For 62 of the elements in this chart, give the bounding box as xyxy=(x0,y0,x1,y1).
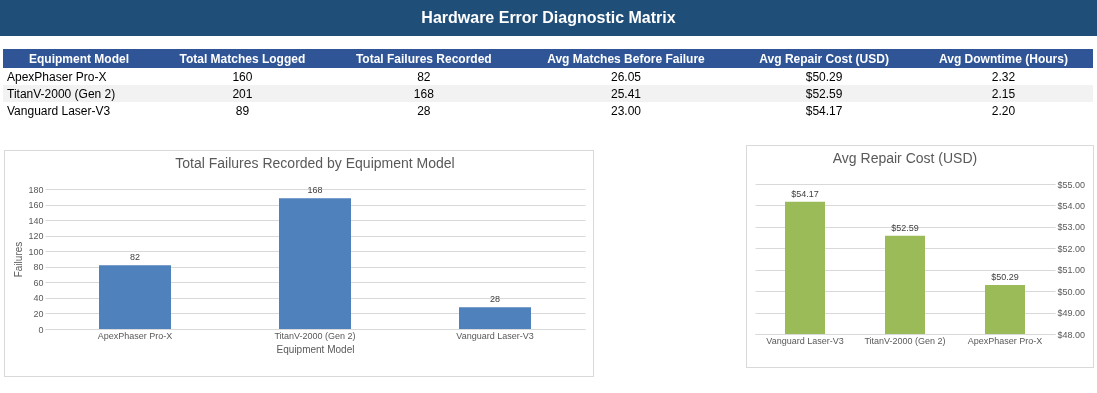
x-axis-title: Equipment Model xyxy=(276,343,355,355)
data-label: 168 xyxy=(307,185,323,196)
text: 26.05 xyxy=(610,68,642,85)
bar xyxy=(279,198,351,329)
y2-tick-label: $52.00 xyxy=(1057,243,1086,254)
chart-title: Total Failures Recorded by Equipment Model xyxy=(175,155,455,171)
data-label: $52.59 xyxy=(891,222,919,233)
category-label: Avg Matches Before Failure xyxy=(517,49,735,68)
y2-tick-label: $55.00 xyxy=(1057,179,1086,190)
chart-title: Avg Repair Cost (USD) xyxy=(832,150,978,166)
text: 82 xyxy=(416,68,432,85)
x-tick-label: Vanguard Laser-V3 xyxy=(766,335,844,346)
text: Vanguard Laser-V3 xyxy=(6,102,112,119)
y-tick-label: 40 xyxy=(33,293,44,304)
x-tick-label: ApexPhaser Pro-X xyxy=(967,335,1043,346)
text: Hardware Error Diagnostic Matrix xyxy=(0,0,1097,36)
x-tick-label: TitanV-2000 (Gen 2) xyxy=(274,330,356,341)
category-label: Avg Downtime (Hours) xyxy=(914,49,1093,68)
text: 168 xyxy=(329,85,518,102)
bar xyxy=(99,265,171,329)
data-label: 82 xyxy=(129,252,141,263)
y2-tick-label: $49.00 xyxy=(1057,308,1086,319)
category-label: Total Matches Logged xyxy=(154,49,330,68)
x-tick-label: Vanguard Laser-V3 xyxy=(456,330,534,341)
y-tick-label: 20 xyxy=(33,308,44,319)
y-tick-label: 80 xyxy=(33,262,44,273)
bar xyxy=(459,307,531,329)
text: 160 xyxy=(231,68,254,85)
y-tick-label: 60 xyxy=(33,277,44,288)
y-tick-label: 140 xyxy=(28,215,44,226)
category-label: Avg Repair Cost (USD) xyxy=(734,49,915,68)
text: 2.20 xyxy=(990,102,1017,119)
category-label: Total Failures Recorded xyxy=(329,49,518,68)
text: 2.15 xyxy=(914,85,1093,102)
data-label: 28 xyxy=(489,294,501,305)
data-label: $54.17 xyxy=(791,188,819,199)
y2-tick-label: $53.00 xyxy=(1057,222,1086,233)
y-axis-title: Failures xyxy=(13,241,25,278)
y2-tick-label: $50.00 xyxy=(1057,286,1086,297)
y-tick-label: 0 xyxy=(38,324,44,335)
text: 28 xyxy=(416,102,432,119)
text: 25.41 xyxy=(517,85,735,102)
y-tick-label: 100 xyxy=(28,246,44,257)
text: $50.29 xyxy=(804,68,844,85)
data-label: $50.29 xyxy=(991,271,1019,282)
text: $52.59 xyxy=(734,85,915,102)
text: $54.17 xyxy=(804,102,844,119)
text: 201 xyxy=(154,85,330,102)
text: 23.00 xyxy=(610,102,642,119)
y2-tick-label: $54.00 xyxy=(1057,200,1086,211)
y-tick-label: 160 xyxy=(28,200,44,211)
y2-tick-label: $48.00 xyxy=(1057,329,1086,340)
x-tick-label: ApexPhaser Pro-X xyxy=(97,330,173,341)
category-label: Equipment Model xyxy=(3,49,155,68)
text: TitanV-2000 (Gen 2) xyxy=(3,85,155,102)
text: 89 xyxy=(234,102,251,119)
x-tick-label: TitanV-2000 (Gen 2) xyxy=(864,335,946,346)
y2-tick-label: $51.00 xyxy=(1057,265,1086,276)
text: ApexPhaser Pro-X xyxy=(6,68,108,85)
y-tick-label: 120 xyxy=(28,231,44,242)
y-tick-label: 180 xyxy=(28,184,44,195)
text: 2.32 xyxy=(990,68,1017,85)
